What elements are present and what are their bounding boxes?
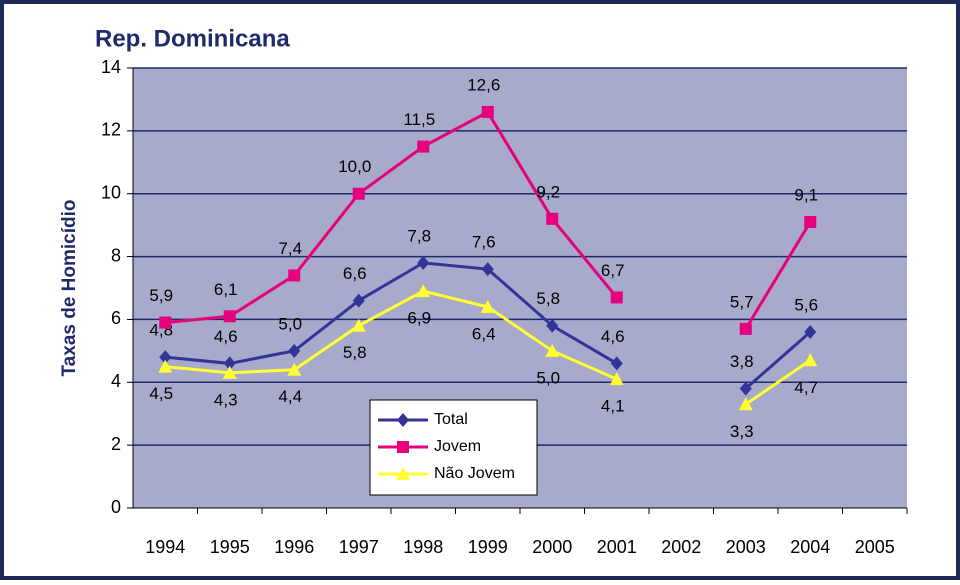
marker <box>481 106 494 118</box>
marker <box>352 187 365 200</box>
data-label: 7,8 <box>407 226 431 245</box>
marker <box>223 356 236 371</box>
x-tick-label: 2003 <box>726 537 766 557</box>
marker <box>609 372 624 386</box>
data-label: 6,1 <box>214 280 238 299</box>
y-axis-label: Taxas de Homicídio <box>59 199 80 376</box>
marker <box>804 325 817 339</box>
x-tick-label: 1997 <box>339 537 379 557</box>
marker <box>417 140 430 153</box>
data-label: 4,7 <box>794 378 818 397</box>
marker <box>288 269 301 282</box>
data-label: 4,5 <box>149 384 173 403</box>
data-label: 11,5 <box>403 110 435 129</box>
marker <box>545 343 560 357</box>
marker <box>158 359 173 373</box>
data-label: 4,3 <box>214 390 238 409</box>
legend-label: Total <box>434 411 468 428</box>
marker <box>739 322 752 335</box>
data-label: 4,1 <box>601 397 625 416</box>
x-tick-label: 2000 <box>532 537 572 557</box>
legend-label: Jovem <box>434 438 481 455</box>
marker <box>804 216 817 228</box>
marker <box>417 255 430 270</box>
marker <box>159 316 172 329</box>
x-tick-label: 2004 <box>790 537 830 557</box>
y-tick-label: 2 <box>111 434 121 454</box>
marker <box>610 356 623 371</box>
y-tick-label: 6 <box>111 308 121 328</box>
data-label: 6,9 <box>407 309 431 328</box>
data-label: 10,0 <box>338 157 371 176</box>
y-tick-label: 14 <box>101 57 121 77</box>
data-label: 5,0 <box>536 368 560 387</box>
data-label: 4,6 <box>214 327 238 346</box>
x-tick-label: 1996 <box>274 537 314 557</box>
data-label: 3,8 <box>730 352 754 371</box>
data-label: 12,6 <box>467 75 500 94</box>
data-label: 3,3 <box>730 422 754 441</box>
data-label: 5,8 <box>343 343 367 362</box>
data-label: 9,2 <box>536 182 560 201</box>
x-tick-label: 1995 <box>210 537 250 557</box>
data-label: 5,6 <box>794 295 818 314</box>
legend-label: Não Jovem <box>434 465 515 482</box>
marker <box>738 397 753 411</box>
data-label: 6,6 <box>343 264 367 283</box>
data-label: 5,0 <box>278 314 302 333</box>
data-label: 6,4 <box>472 324 496 343</box>
data-label: 4,6 <box>601 327 625 346</box>
marker <box>287 362 302 376</box>
x-tick-label: 2001 <box>597 537 637 557</box>
marker <box>397 413 409 427</box>
marker <box>610 291 623 304</box>
marker <box>546 212 559 225</box>
marker <box>480 299 495 313</box>
data-label: 9,1 <box>794 185 818 204</box>
x-tick-label: 2005 <box>855 537 895 557</box>
data-label: 7,4 <box>278 239 302 258</box>
marker <box>481 262 494 277</box>
data-label: 5,8 <box>536 289 560 308</box>
y-tick-label: 10 <box>101 182 121 202</box>
x-tick-label: 1999 <box>468 537 508 557</box>
marker <box>222 365 237 379</box>
series-line <box>165 261 812 390</box>
data-label: 6,7 <box>601 261 625 280</box>
marker <box>351 318 366 332</box>
x-tick-label: 1998 <box>403 537 443 557</box>
marker <box>803 353 818 367</box>
y-tick-label: 0 <box>111 497 121 517</box>
marker <box>352 293 365 308</box>
marker <box>396 467 410 480</box>
x-tick-label: 1994 <box>145 537 185 557</box>
marker <box>416 284 431 298</box>
marker <box>159 350 172 365</box>
marker <box>223 310 236 323</box>
legend: Total Jovem Não Jovem <box>369 399 538 496</box>
data-label: 7,6 <box>472 233 496 252</box>
y-tick-label: 8 <box>111 245 121 265</box>
chart-title: Rep. Dominicana <box>95 25 290 52</box>
x-tick-label: 2002 <box>661 537 701 557</box>
y-tick-label: 4 <box>111 371 121 391</box>
series-line <box>165 110 812 330</box>
data-label: 5,7 <box>730 292 754 311</box>
marker <box>739 381 752 396</box>
y-tick-label: 12 <box>101 120 121 140</box>
marker <box>397 441 409 453</box>
marker <box>288 343 301 358</box>
marker <box>546 318 559 333</box>
data-label: 4,4 <box>278 387 302 406</box>
data-label: 5,9 <box>149 286 173 305</box>
series-line <box>165 289 812 406</box>
